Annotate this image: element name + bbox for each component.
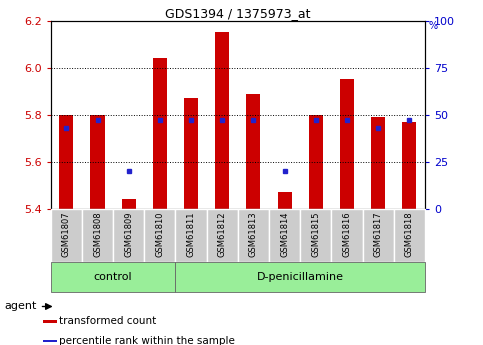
Text: GSM61812: GSM61812	[218, 211, 227, 257]
FancyBboxPatch shape	[51, 262, 175, 292]
FancyBboxPatch shape	[175, 209, 207, 262]
FancyBboxPatch shape	[300, 209, 331, 262]
Text: control: control	[94, 272, 132, 282]
Bar	[59, 115, 73, 209]
Text: agent: agent	[5, 302, 37, 312]
Bar	[309, 115, 323, 209]
FancyBboxPatch shape	[394, 209, 425, 262]
Bar	[122, 199, 136, 209]
Bar	[90, 115, 104, 209]
Bar	[278, 192, 292, 209]
Text: GSM61810: GSM61810	[156, 211, 164, 257]
FancyBboxPatch shape	[113, 209, 144, 262]
Bar	[153, 58, 167, 209]
Text: GSM61817: GSM61817	[374, 211, 383, 257]
FancyBboxPatch shape	[82, 209, 113, 262]
Bar	[246, 93, 260, 209]
FancyBboxPatch shape	[207, 209, 238, 262]
Text: transformed count: transformed count	[59, 316, 156, 326]
Title: GDS1394 / 1375973_at: GDS1394 / 1375973_at	[165, 7, 311, 20]
Text: GSM61811: GSM61811	[186, 211, 196, 257]
Bar	[43, 320, 57, 323]
Text: %: %	[429, 21, 438, 31]
FancyBboxPatch shape	[51, 209, 82, 262]
Text: GSM61814: GSM61814	[280, 211, 289, 257]
Text: GSM61818: GSM61818	[405, 211, 414, 257]
Text: GSM61815: GSM61815	[312, 211, 320, 257]
Bar	[371, 117, 385, 209]
Text: GSM61813: GSM61813	[249, 211, 258, 257]
Text: GSM61807: GSM61807	[62, 211, 71, 257]
FancyBboxPatch shape	[363, 209, 394, 262]
FancyBboxPatch shape	[175, 262, 425, 292]
Bar	[340, 79, 354, 209]
Text: GSM61809: GSM61809	[124, 211, 133, 257]
Bar	[184, 98, 198, 209]
FancyBboxPatch shape	[331, 209, 363, 262]
Bar	[402, 122, 416, 209]
FancyBboxPatch shape	[144, 209, 175, 262]
Text: GSM61808: GSM61808	[93, 211, 102, 257]
Text: GSM61816: GSM61816	[342, 211, 352, 257]
Bar	[215, 32, 229, 209]
FancyBboxPatch shape	[269, 209, 300, 262]
Text: percentile rank within the sample: percentile rank within the sample	[59, 336, 235, 345]
Bar	[43, 340, 57, 342]
Text: D-penicillamine: D-penicillamine	[257, 272, 344, 282]
FancyBboxPatch shape	[238, 209, 269, 262]
